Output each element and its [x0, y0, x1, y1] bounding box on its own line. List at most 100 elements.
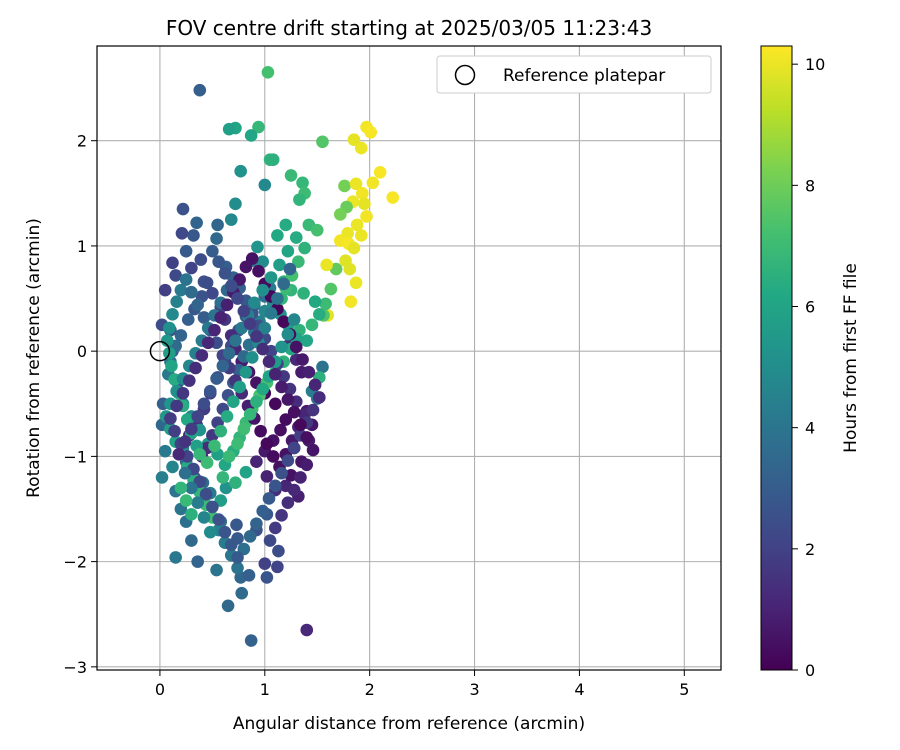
- data-point: [166, 308, 179, 321]
- data-point: [242, 338, 256, 352]
- data-point: [190, 216, 203, 230]
- data-point: [256, 283, 270, 297]
- chart-title: FOV centre drift starting at 2025/03/05 …: [166, 16, 652, 40]
- x-axis-ticks: 0 1 2 3 4 5: [155, 670, 689, 699]
- data-point: [237, 422, 251, 436]
- data-point: [338, 179, 351, 193]
- y-axis-label: Rotation from reference (arcmin): [24, 218, 44, 498]
- data-point: [250, 330, 263, 343]
- data-point: [300, 623, 314, 637]
- x-tick-label: 4: [574, 680, 584, 699]
- x-tick-label: 1: [260, 680, 270, 699]
- data-point: [281, 496, 295, 509]
- data-point: [260, 571, 274, 584]
- data-point: [289, 340, 303, 354]
- legend-entry: Reference platepar: [503, 66, 665, 86]
- data-point: [231, 551, 244, 564]
- data-point: [281, 393, 295, 406]
- data-point: [200, 276, 214, 290]
- data-point: [219, 481, 233, 495]
- reference-marker-group: [149, 340, 171, 362]
- data-point: [275, 340, 288, 354]
- data-point: [386, 191, 400, 204]
- data-point: [245, 351, 259, 364]
- data-point: [233, 380, 246, 394]
- data-point: [266, 153, 280, 166]
- data-point: [189, 361, 202, 375]
- data-point: [158, 283, 172, 297]
- data-point: [264, 306, 278, 320]
- data-point: [268, 368, 282, 381]
- data-point: [231, 437, 244, 451]
- data-point: [254, 424, 267, 438]
- data-point: [170, 295, 184, 309]
- data-point: [239, 260, 253, 274]
- scatter-points: [155, 66, 400, 647]
- data-point: [187, 229, 200, 242]
- reference-marker: [149, 340, 171, 362]
- data-point: [227, 395, 240, 408]
- data-point: [191, 298, 204, 312]
- data-point: [366, 176, 380, 190]
- data-point: [308, 378, 322, 392]
- x-tick-label: 2: [365, 680, 375, 699]
- data-point: [174, 481, 188, 495]
- data-point: [176, 202, 190, 216]
- legend-marker-icon: [454, 64, 476, 86]
- data-point: [197, 397, 211, 411]
- data-point: [279, 413, 293, 426]
- data-point: [283, 262, 297, 276]
- data-point: [360, 210, 373, 223]
- colorbar-tick-label: 6: [805, 298, 815, 317]
- data-point: [273, 258, 286, 272]
- data-point: [262, 355, 276, 368]
- data-point: [239, 465, 253, 479]
- x-axis-label: Angular distance from reference (arcmin): [233, 714, 585, 734]
- data-point: [231, 561, 244, 575]
- colorbar-label: Hours from first FF file: [841, 263, 861, 453]
- data-point: [206, 286, 219, 300]
- data-point: [224, 213, 238, 226]
- data-point: [250, 517, 263, 531]
- data-point: [230, 518, 243, 532]
- data-point: [284, 169, 298, 182]
- data-point: [258, 557, 272, 571]
- grid-lines: [97, 46, 721, 670]
- data-point: [281, 454, 295, 467]
- data-point: [250, 395, 263, 408]
- data-point: [287, 441, 301, 455]
- data-point: [160, 334, 174, 347]
- data-point: [199, 487, 213, 501]
- data-point: [251, 240, 264, 254]
- data-point: [277, 277, 290, 291]
- data-point: [310, 223, 324, 237]
- y-tick-label: 0: [77, 342, 87, 361]
- colorbar-tick-label: 2: [805, 540, 815, 559]
- data-point: [281, 244, 295, 258]
- data-point: [275, 380, 288, 394]
- data-point: [306, 443, 320, 457]
- data-point: [281, 328, 295, 341]
- data-point: [334, 208, 347, 221]
- data-point: [206, 500, 219, 514]
- data-point: [216, 359, 230, 373]
- data-point: [210, 372, 223, 385]
- colorbar-gradient: [760, 45, 793, 671]
- data-point: [174, 283, 188, 297]
- data-point: [197, 511, 211, 524]
- data-point: [172, 447, 186, 461]
- data-point: [169, 269, 182, 282]
- data-point: [287, 313, 301, 326]
- data-point: [329, 262, 343, 276]
- data-point: [287, 405, 301, 419]
- data-point: [258, 321, 272, 335]
- data-point: [364, 125, 378, 139]
- data-point: [263, 534, 277, 547]
- data-point: [316, 135, 329, 149]
- data-point: [214, 424, 228, 438]
- data-point: [178, 466, 192, 480]
- data-point: [358, 197, 371, 211]
- data-point: [194, 253, 208, 266]
- data-point: [271, 560, 284, 574]
- data-point: [354, 229, 368, 242]
